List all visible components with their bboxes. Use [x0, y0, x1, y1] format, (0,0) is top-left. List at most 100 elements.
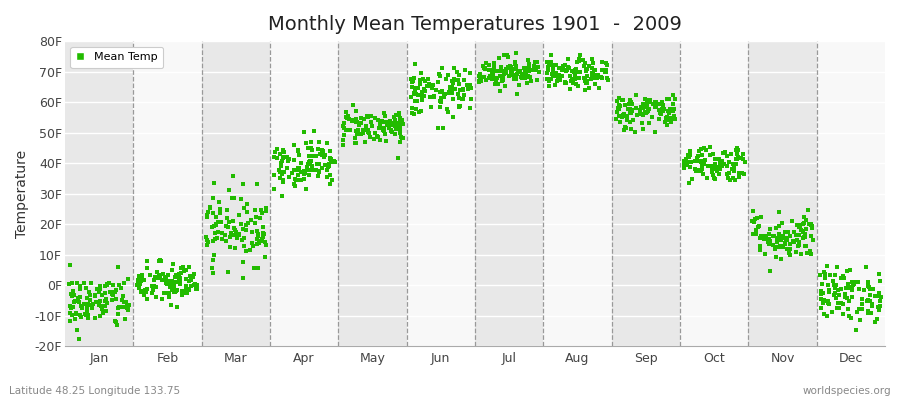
Point [724, 151, 738, 157]
Point [587, 75, 601, 81]
Point [356, 116, 371, 122]
Point [496, 77, 510, 83]
Point [114, 296, 129, 303]
Point [483, 72, 498, 79]
Point [163, 284, 177, 290]
Point [422, 80, 436, 87]
Point [698, 157, 712, 163]
Point [131, 278, 146, 284]
Point [719, 170, 733, 177]
Point [418, 78, 432, 84]
Point [649, 99, 663, 105]
Point [200, 236, 214, 243]
Point [666, 108, 680, 114]
Point [825, 308, 840, 315]
Point [209, 221, 223, 228]
Point [148, 294, 163, 300]
Point [500, 52, 514, 59]
Point [435, 64, 449, 71]
Point [802, 220, 816, 227]
Point [218, 232, 232, 238]
Point [158, 280, 173, 286]
Point [395, 120, 410, 126]
Point [169, 279, 184, 286]
Point [104, 288, 118, 295]
Point [152, 272, 166, 278]
Point [68, 299, 82, 306]
Point [708, 166, 723, 172]
Point [454, 96, 469, 102]
Point [677, 162, 691, 168]
Point [393, 130, 408, 136]
Point [339, 108, 354, 115]
Point [814, 288, 828, 294]
Point [256, 230, 271, 236]
Point [274, 160, 288, 166]
Point [872, 290, 886, 296]
Point [292, 164, 307, 171]
Point [667, 106, 681, 112]
Point [452, 72, 466, 78]
Bar [816, 41, 885, 346]
Point [652, 101, 667, 108]
Point [530, 58, 544, 65]
Point [861, 284, 876, 290]
Point [565, 68, 580, 74]
Point [487, 64, 501, 70]
Point [338, 127, 353, 133]
Point [109, 296, 123, 302]
Point [601, 77, 616, 84]
Point [70, 295, 85, 301]
Point [453, 103, 467, 109]
Point [311, 168, 326, 174]
Point [660, 96, 674, 102]
Point [182, 264, 196, 270]
Point [656, 102, 670, 108]
Point [138, 287, 152, 293]
Point [172, 278, 186, 284]
Point [160, 290, 175, 296]
Point [179, 287, 194, 293]
Point [102, 280, 116, 286]
Point [64, 290, 78, 297]
Point [694, 146, 708, 152]
Point [200, 212, 214, 218]
Point [623, 110, 637, 116]
Point [727, 177, 742, 184]
Point [735, 155, 750, 162]
Point [490, 75, 504, 82]
Point [118, 316, 132, 322]
Point [69, 280, 84, 287]
Point [185, 274, 200, 280]
Point [415, 93, 429, 99]
Point [239, 222, 254, 228]
Point [716, 150, 731, 156]
Point [98, 290, 112, 296]
Point [682, 148, 697, 154]
Point [93, 313, 107, 319]
Point [779, 235, 794, 242]
Point [442, 89, 456, 95]
Point [463, 82, 477, 88]
Point [450, 77, 464, 83]
Point [274, 158, 289, 164]
Point [238, 226, 253, 233]
Point [322, 162, 337, 169]
Point [297, 170, 311, 177]
Point [354, 131, 368, 138]
Point [572, 57, 587, 64]
Point [612, 106, 626, 112]
Point [589, 71, 603, 78]
Point [588, 81, 602, 87]
Point [359, 123, 374, 129]
Point [814, 291, 828, 297]
Point [407, 111, 421, 118]
Bar [475, 41, 544, 346]
Point [443, 84, 457, 90]
Point [503, 63, 517, 70]
Point [794, 251, 808, 257]
Point [759, 233, 773, 240]
Point [683, 164, 698, 170]
Point [725, 161, 740, 167]
Point [484, 67, 499, 73]
